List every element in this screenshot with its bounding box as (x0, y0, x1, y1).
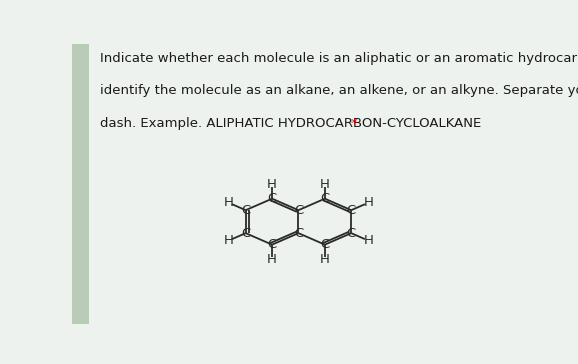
Text: H: H (224, 197, 234, 209)
Text: dash. Example. ALIPHATIC HYDROCARBON-CYCLOALKANE: dash. Example. ALIPHATIC HYDROCARBON-CYC… (101, 116, 486, 130)
Text: identify the molecule as an alkane, an alkene, or an alkyne. Separate your answe: identify the molecule as an alkane, an a… (101, 84, 578, 97)
Text: H: H (364, 234, 373, 247)
Text: C: C (320, 238, 329, 251)
Text: C: C (347, 227, 356, 240)
Text: H: H (267, 253, 277, 266)
Text: C: C (241, 204, 250, 217)
Text: C: C (268, 238, 277, 251)
Text: H: H (320, 253, 330, 266)
Bar (72, 44, 89, 324)
Text: H: H (224, 234, 234, 247)
Text: C: C (294, 204, 303, 217)
Text: H: H (364, 197, 373, 209)
Text: C: C (294, 227, 303, 240)
Text: Indicate whether each molecule is an aliphatic or an aromatic hydrocarbon. If it: Indicate whether each molecule is an ali… (101, 52, 578, 65)
Text: H: H (267, 178, 277, 191)
Text: H: H (320, 178, 330, 191)
Text: C: C (241, 227, 250, 240)
Text: C: C (320, 192, 329, 205)
Text: C: C (268, 192, 277, 205)
Text: C: C (347, 204, 356, 217)
Text: *: * (350, 116, 357, 130)
